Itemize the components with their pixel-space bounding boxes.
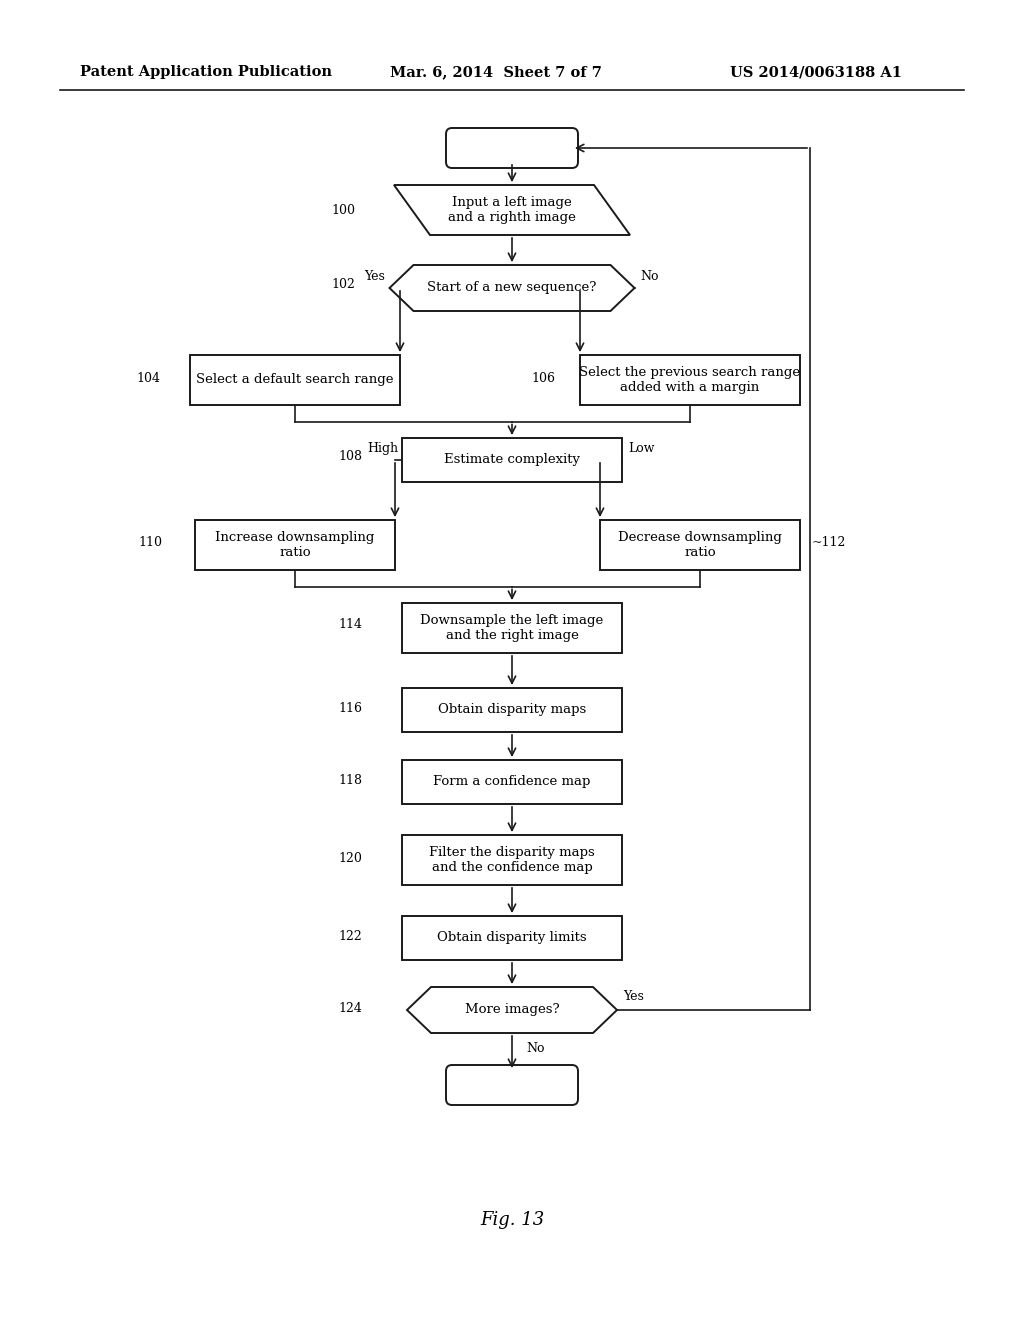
Bar <box>402 836 622 884</box>
Text: Filter the disparity maps
and the confidence map: Filter the disparity maps and the confid… <box>429 846 595 874</box>
Text: ~112: ~112 <box>812 536 847 549</box>
Polygon shape <box>394 185 630 235</box>
Text: 104: 104 <box>136 371 160 384</box>
Polygon shape <box>407 987 617 1034</box>
Text: Form a confidence map: Form a confidence map <box>433 776 591 788</box>
Text: Start of a new sequence?: Start of a new sequence? <box>427 281 597 294</box>
Text: Yes: Yes <box>623 990 644 1003</box>
Text: Yes: Yes <box>365 271 385 282</box>
Text: Fig. 13: Fig. 13 <box>480 1210 544 1229</box>
Bar <box>600 520 800 570</box>
Text: 110: 110 <box>138 536 162 549</box>
Bar <box>580 355 800 405</box>
Text: High: High <box>367 442 398 455</box>
Text: No: No <box>526 1041 545 1055</box>
Text: More images?: More images? <box>465 1003 559 1016</box>
Text: 124: 124 <box>338 1002 362 1015</box>
Text: 106: 106 <box>531 371 555 384</box>
Text: Select a default search range: Select a default search range <box>197 374 394 387</box>
Text: 116: 116 <box>338 701 362 714</box>
Bar <box>402 438 622 482</box>
FancyBboxPatch shape <box>446 128 578 168</box>
Text: 108: 108 <box>338 450 362 462</box>
Text: Decrease downsampling
ratio: Decrease downsampling ratio <box>618 531 782 558</box>
Text: 120: 120 <box>338 851 362 865</box>
Text: Low: Low <box>628 442 654 455</box>
Text: 114: 114 <box>338 619 362 631</box>
Text: No: No <box>640 271 659 282</box>
Text: 118: 118 <box>338 774 362 787</box>
Bar <box>190 355 400 405</box>
Text: Downsample the left image
and the right image: Downsample the left image and the right … <box>421 614 603 642</box>
FancyBboxPatch shape <box>446 1065 578 1105</box>
Bar <box>402 760 622 804</box>
Text: Obtain disparity limits: Obtain disparity limits <box>437 932 587 945</box>
Text: Estimate complexity: Estimate complexity <box>444 454 580 466</box>
Text: Input a left image
and a righth image: Input a left image and a righth image <box>449 195 575 224</box>
Bar <box>402 916 622 960</box>
Text: 100: 100 <box>331 203 355 216</box>
Text: 122: 122 <box>338 929 362 942</box>
Bar <box>402 603 622 653</box>
Text: 102: 102 <box>331 279 355 292</box>
Bar <box>402 688 622 733</box>
Bar <box>195 520 395 570</box>
Polygon shape <box>389 265 635 312</box>
Text: Obtain disparity maps: Obtain disparity maps <box>438 704 586 717</box>
Text: US 2014/0063188 A1: US 2014/0063188 A1 <box>730 65 902 79</box>
Text: Increase downsampling
ratio: Increase downsampling ratio <box>215 531 375 558</box>
Text: Patent Application Publication: Patent Application Publication <box>80 65 332 79</box>
Text: Select the previous search range
added with a margin: Select the previous search range added w… <box>580 366 801 393</box>
Text: Mar. 6, 2014  Sheet 7 of 7: Mar. 6, 2014 Sheet 7 of 7 <box>390 65 602 79</box>
